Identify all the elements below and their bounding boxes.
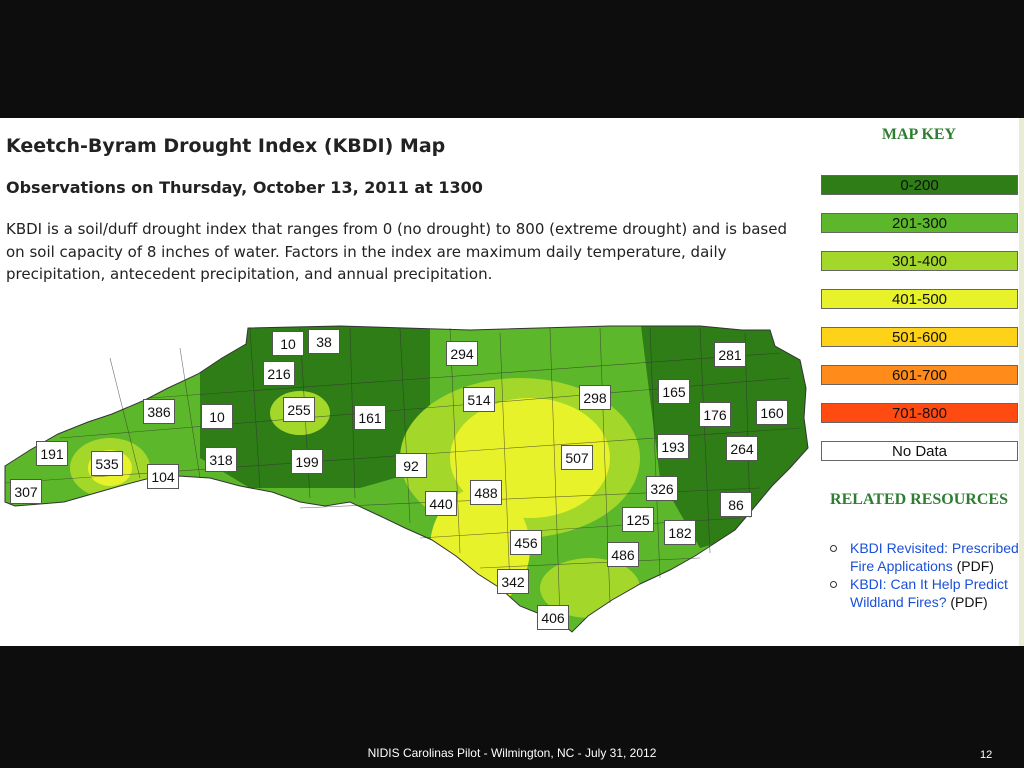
kbdi-value-label: 298 [579,385,611,410]
kbdi-value-label: 456 [510,530,542,555]
kbdi-value-label: 86 [720,492,752,517]
related-resources-title: RELATED RESOURCES [830,491,1008,508]
resource-pdf-note: (PDF) [946,594,988,610]
legend-item-no-data: No Data [821,441,1018,461]
resource-pdf-note: (PDF) [952,558,994,574]
kbdi-value-label: 488 [470,480,502,505]
kbdi-value-label: 125 [622,507,654,532]
resources-list: KBDI Revisited: Prescribed Fire Applicat… [830,539,1020,611]
kbdi-value-label: 514 [463,387,495,412]
resource-link-kbdi-predict-fires[interactable]: KBDI: Can It Help Predict Wildland Fires… [850,576,1008,610]
kbdi-value-label: 342 [497,569,529,594]
legend-item-0-200: 0-200 [821,175,1018,195]
map-subtitle: Observations on Thursday, October 13, 20… [6,178,483,197]
kbdi-value-label: 10 [201,404,233,429]
resource-link-kbdi-revisited[interactable]: KBDI Revisited: Prescribed Fire Applicat… [850,540,1019,574]
kbdi-value-label: 326 [646,476,678,501]
map-key-title: MAP KEY [881,126,957,143]
kbdi-value-label: 176 [699,402,731,427]
resource-item: KBDI: Can It Help Predict Wildland Fires… [830,575,1020,611]
kbdi-value-label: 294 [446,341,478,366]
kbdi-value-label: 386 [143,399,175,424]
state-outline [4,325,809,633]
legend-item-401-500: 401-500 [821,289,1018,309]
kbdi-value-label: 318 [205,447,237,472]
kbdi-value-label: 191 [36,441,68,466]
county-lines [4,327,801,619]
kbdi-value-label: 255 [283,397,315,422]
legend-item-301-400: 301-400 [821,251,1018,271]
kbdi-value-label: 507 [561,445,593,470]
resource-item: KBDI Revisited: Prescribed Fire Applicat… [830,539,1020,575]
kbdi-value-label: 440 [425,491,457,516]
kbdi-value-label: 38 [308,329,340,354]
kbdi-map-image: Keetch-Byram Drought Index (KBDI) Map Ob… [0,118,1024,646]
legend-item-601-700: 601-700 [821,365,1018,385]
nc-drought-map [4,325,809,633]
kbdi-value-label: 10 [272,331,304,356]
kbdi-value-label: 165 [658,379,690,404]
kbdi-value-label: 160 [756,400,788,425]
kbdi-value-label: 92 [395,453,427,478]
kbdi-value-label: 535 [91,451,123,476]
kbdi-value-label: 199 [291,449,323,474]
footer-text: NIDIS Carolinas Pilot - Wilmington, NC -… [367,746,657,760]
map-regions [5,326,808,632]
map-title: Keetch-Byram Drought Index (KBDI) Map [6,135,446,157]
legend-item-701-800: 701-800 [821,403,1018,423]
kbdi-value-label: 281 [714,342,746,367]
kbdi-value-label: 264 [726,436,758,461]
kbdi-value-label: 161 [354,405,386,430]
slide-edge-strip [1019,118,1024,646]
kbdi-value-label: 182 [664,520,696,545]
legend-item-201-300: 201-300 [821,213,1018,233]
kbdi-value-label: 486 [607,542,639,567]
kbdi-value-label: 193 [657,434,689,459]
kbdi-value-label: 307 [10,479,42,504]
kbdi-value-label: 104 [147,464,179,489]
page-number: 12 [980,749,993,761]
map-description: KBDI is a soil/duff drought index that r… [6,220,787,283]
kbdi-value-label: 406 [537,605,569,630]
kbdi-value-label: 216 [263,361,295,386]
legend-item-501-600: 501-600 [821,327,1018,347]
